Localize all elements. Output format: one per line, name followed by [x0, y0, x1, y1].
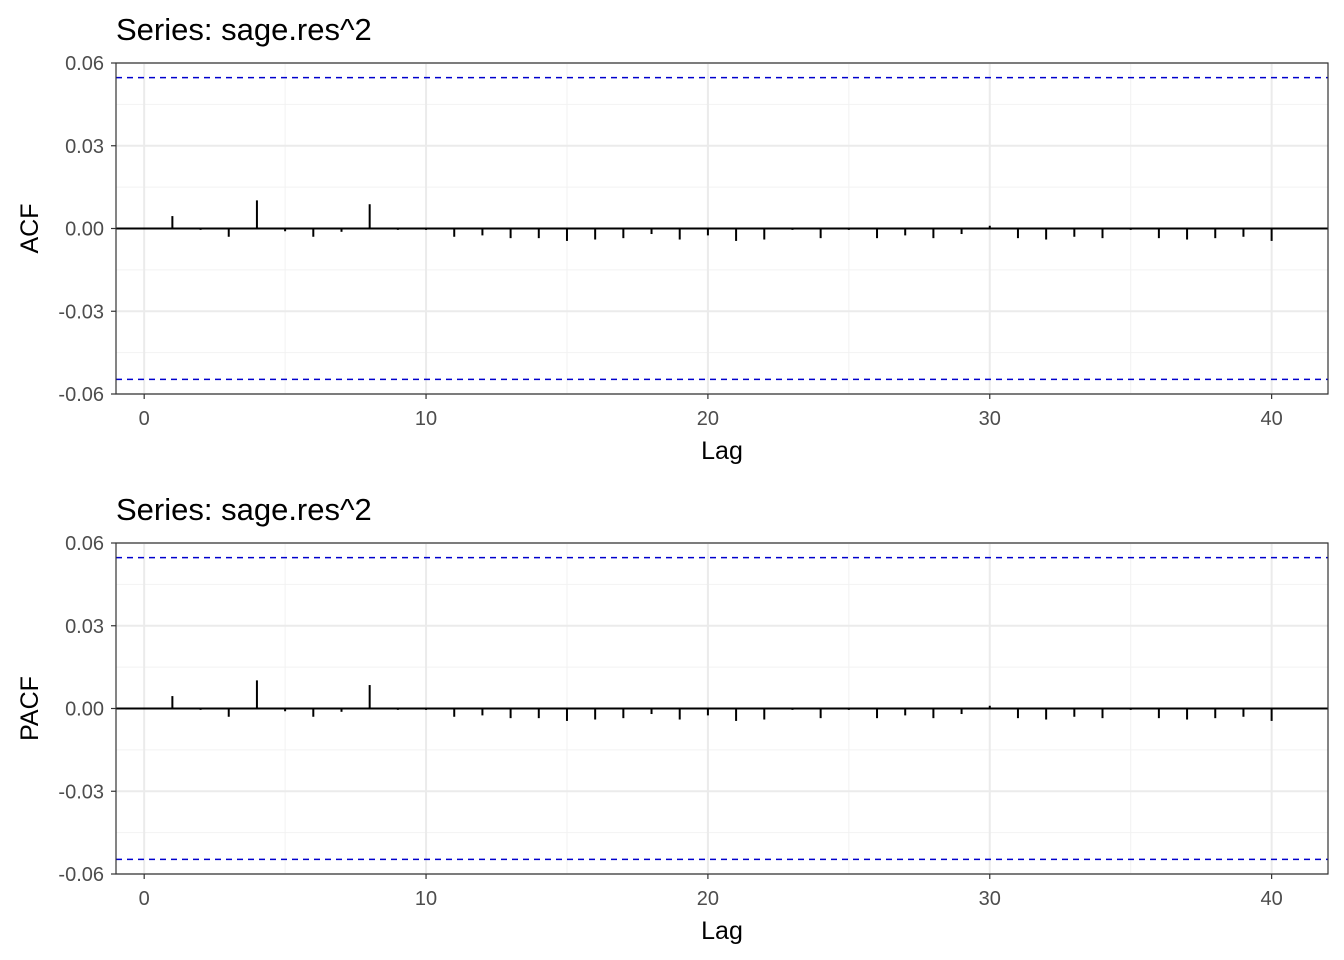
pacf-y-tick-label: 0.00: [65, 699, 104, 721]
pacf-panel-title: Series: sage.res^2: [116, 492, 372, 527]
pacf-y-tick-label: -0.06: [58, 864, 104, 886]
pacf-y-tick-label: 0.06: [65, 533, 104, 555]
pacf-y-tick-label: -0.03: [58, 781, 104, 803]
pacf-y-tick-labels: 0.06 0.03 0.00 -0.03 -0.06: [58, 533, 104, 886]
acf-x-tick-label: 0: [139, 408, 150, 430]
acf-x-tick-label: 40: [1261, 408, 1283, 430]
acf-x-tick-label: 20: [697, 408, 719, 430]
acf-y-tick-label: -0.06: [58, 384, 104, 406]
pacf-panel: Series: sage.res^2 0.06 0.03 0.00 -0.03 …: [16, 492, 1329, 945]
acf-x-tick-label: 10: [415, 408, 437, 430]
acf-panel-title: Series: sage.res^2: [116, 12, 372, 47]
acf-y-tick-labels: 0.06 0.03 0.00 -0.03 -0.06: [58, 53, 104, 406]
pacf-x-tick-label: 20: [697, 888, 719, 910]
acf-y-tick-label: 0.03: [65, 136, 104, 158]
acf-y-axis-title: ACF: [16, 204, 44, 254]
pacf-x-tick-labels: 0 10 20 30 40: [139, 888, 1283, 910]
pacf-x-tick-label: 0: [139, 888, 150, 910]
pacf-x-tick-label: 10: [415, 888, 437, 910]
pacf-x-tick-label: 40: [1261, 888, 1283, 910]
pacf-x-axis-title: Lag: [701, 917, 743, 945]
pacf-y-axis-title: PACF: [16, 676, 44, 741]
acf-y-tick-label: 0.00: [65, 219, 104, 241]
pacf-x-tick-label: 30: [979, 888, 1001, 910]
acf-x-tick-label: 30: [979, 408, 1001, 430]
acf-panel: Series: sage.res^2 0.06 0.03 0.00 -0.03 …: [16, 12, 1329, 465]
pacf-y-tick-label: 0.03: [65, 616, 104, 638]
acf-x-tick-labels: 0 10 20 30 40: [139, 408, 1283, 430]
acf-y-tick-label: -0.03: [58, 301, 104, 323]
acf-y-tick-label: 0.06: [65, 53, 104, 75]
acf-x-axis-title: Lag: [701, 437, 743, 465]
